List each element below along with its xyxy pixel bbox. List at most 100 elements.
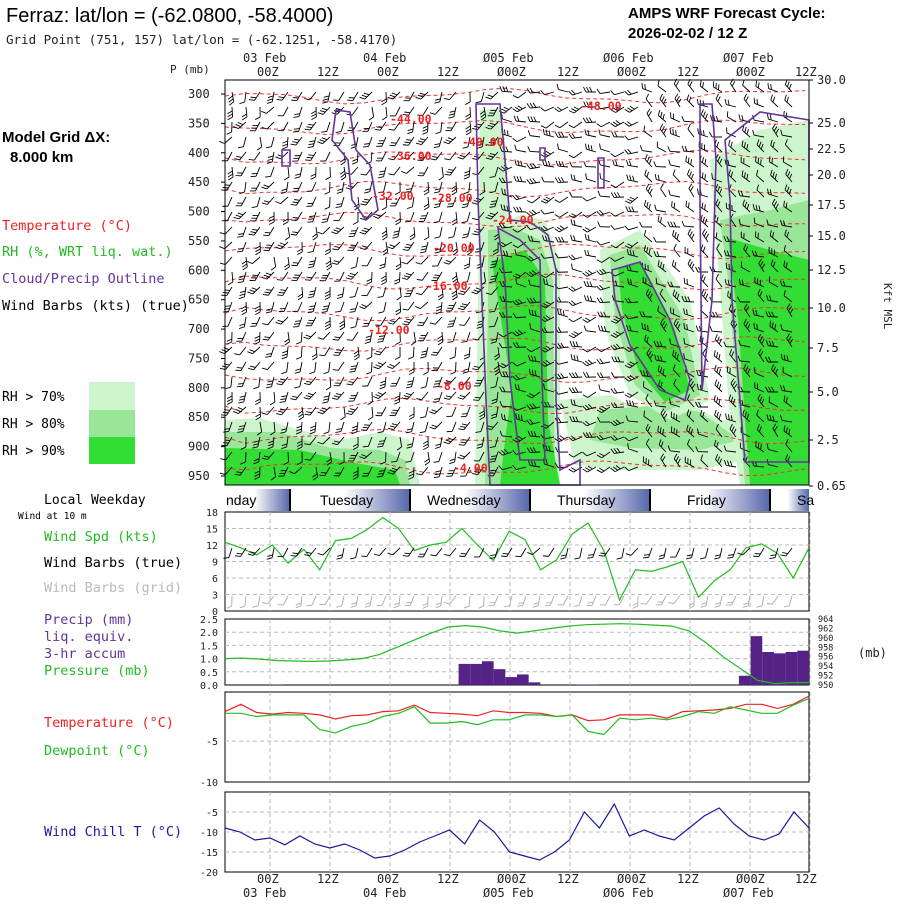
wind-barb-staff bbox=[572, 377, 582, 378]
pressure-tick-label: 958 bbox=[818, 643, 833, 653]
temperature-contour-label: -32.00 bbox=[372, 189, 414, 203]
rh-key-80-label: RH > 80% bbox=[2, 417, 65, 432]
bottom-date-label: Ø06 Feb bbox=[603, 886, 654, 900]
windchill-panel: -5-10-15-20 bbox=[200, 792, 810, 879]
wind-barb-staff bbox=[530, 151, 540, 152]
bottom-date-label: 03 Feb bbox=[243, 886, 286, 900]
wind-barb-staff bbox=[684, 121, 694, 122]
wind-barb-staff bbox=[614, 407, 624, 408]
wind-barb-staff bbox=[600, 377, 610, 378]
precip-bar bbox=[575, 684, 587, 685]
precip-bar bbox=[751, 636, 763, 685]
pressure-tick-label: 350 bbox=[188, 116, 210, 130]
top-date-label: Ø06 Feb bbox=[603, 51, 654, 65]
height-tick-label: 12.5 bbox=[817, 263, 846, 277]
precip-bar bbox=[762, 652, 774, 685]
pressure-tick-label: 960 bbox=[818, 634, 833, 644]
precip-bar bbox=[739, 676, 751, 685]
height-axis: 30.025.022.520.017.515.012.510.07.55.02.… bbox=[809, 73, 846, 493]
bottom-hour-label: 12Z bbox=[677, 872, 699, 886]
pressure-tick-label: 962 bbox=[818, 624, 833, 634]
pressure-tick-label: 500 bbox=[188, 205, 210, 219]
rh-key: RH > 70% RH > 80% RH > 90% bbox=[2, 382, 135, 464]
precip-bar bbox=[529, 682, 541, 685]
bottom-hour-label: 00Z bbox=[257, 872, 279, 886]
wind-barb-staff bbox=[245, 452, 246, 462]
bottom-hour-label: Ø00Z bbox=[497, 872, 526, 886]
bottom-hour-label: Ø00Z bbox=[736, 872, 765, 886]
pressure-tick-label: 550 bbox=[188, 234, 210, 248]
precip-bar bbox=[786, 652, 798, 685]
panel-tick-label: 12 bbox=[206, 541, 218, 552]
wind-barb-staff bbox=[399, 392, 400, 402]
pressure-tick-label: 450 bbox=[188, 175, 210, 189]
pressure-axis: 3003504004505005506006507007508008509009… bbox=[188, 87, 225, 483]
pressure-label: Pressure (mb) bbox=[44, 663, 150, 679]
pressure-tick-label: 850 bbox=[188, 410, 210, 424]
pressure-tick-label: 700 bbox=[188, 322, 210, 336]
precip-bar bbox=[774, 653, 786, 685]
panel-tick-label: -10 bbox=[200, 828, 218, 839]
panel-tick-label: 1.5 bbox=[200, 641, 218, 652]
precip-bar bbox=[797, 651, 809, 685]
precip-label-2: liq. equiv. bbox=[44, 629, 133, 645]
model-grid-label: Model Grid ΔX: bbox=[2, 129, 110, 146]
top-date-labels: 03 Feb 04 Feb Ø05 Feb Ø06 Feb Ø07 Feb bbox=[243, 51, 774, 65]
top-hour-label: Ø00Z bbox=[497, 65, 526, 79]
bottom-date-label: Ø05 Feb bbox=[483, 886, 534, 900]
temperature-contour-label: -24.00 bbox=[492, 213, 534, 227]
bottom-date-label: Ø07 Feb bbox=[723, 886, 774, 900]
pressure-tick-label: 400 bbox=[188, 146, 210, 160]
bottom-hour-label: 12Z bbox=[437, 872, 459, 886]
panel-tick-label: 15 bbox=[206, 525, 218, 536]
pressure-tick-label: 956 bbox=[818, 653, 833, 663]
precip-bar bbox=[470, 664, 482, 685]
wind-barbs-grid-label: Wind Barbs (grid) bbox=[44, 580, 182, 596]
legend-cloud: Cloud/Precip Outline bbox=[2, 271, 165, 287]
top-hour-label: Ø00Z bbox=[736, 65, 765, 79]
wind-barb-staff bbox=[232, 107, 233, 117]
precip-bar bbox=[482, 661, 494, 685]
wind-barb-flag bbox=[220, 231, 225, 236]
precip-pressure-panel: 0.00.51.01.52.02.59509529549569589609629… bbox=[200, 615, 887, 692]
top-hour-label: Ø00Z bbox=[617, 65, 646, 79]
top-hour-label: 12Z bbox=[437, 65, 459, 79]
local-weekday-label: Local Weekday bbox=[44, 493, 146, 508]
height-tick-label: 20.0 bbox=[817, 168, 846, 182]
height-tick-label: 25.0 bbox=[817, 116, 846, 130]
bottom-date-label: 04 Feb bbox=[363, 886, 406, 900]
model-grid-value: 8.000 km bbox=[10, 149, 73, 166]
bottom-hour-label: 12Z bbox=[557, 872, 579, 886]
cycle-value: 2026-02-02 / 12 Z bbox=[628, 25, 747, 42]
wind-barb-staff bbox=[357, 152, 358, 162]
weekday-label: Wednesday bbox=[427, 492, 501, 508]
panel-tick-label: 1.0 bbox=[200, 655, 218, 666]
top-hour-label: 12Z bbox=[317, 65, 339, 79]
panel-tick-label: 2.5 bbox=[200, 615, 218, 626]
pressure-tick-label: 750 bbox=[188, 351, 210, 365]
top-hour-label: 00Z bbox=[257, 65, 279, 79]
wind-barb-staff bbox=[371, 362, 372, 372]
wind-barb-staff bbox=[670, 151, 680, 152]
pressure-tick-label: 300 bbox=[188, 87, 210, 101]
height-tick-label: 0.65 bbox=[817, 479, 846, 493]
wind-at-label: Wind at 10 m bbox=[18, 511, 87, 522]
panel-tick-label: 3 bbox=[212, 591, 218, 602]
wind-barb-staff bbox=[246, 302, 247, 312]
pressure-tick-label: 952 bbox=[818, 672, 833, 682]
panel-tick-label: -5 bbox=[206, 737, 218, 748]
precip-bar bbox=[494, 669, 506, 685]
wind-barbs-true-label: Wind Barbs (true) bbox=[44, 555, 182, 571]
wind-barb-flag bbox=[219, 140, 224, 145]
temperature-contour-label: -48.00 bbox=[580, 99, 622, 113]
temperature-contour-label: -4.00 bbox=[453, 461, 488, 475]
rh-key-70-label: RH > 70% bbox=[2, 390, 65, 405]
temperature-contour-label: -16.00 bbox=[426, 279, 468, 293]
windchill-label: Wind Chill T (°C) bbox=[44, 824, 182, 840]
height-tick-label: 10.0 bbox=[817, 301, 846, 315]
height-tick-label: 15.0 bbox=[817, 229, 846, 243]
panel-tick-label: -15 bbox=[200, 848, 218, 859]
